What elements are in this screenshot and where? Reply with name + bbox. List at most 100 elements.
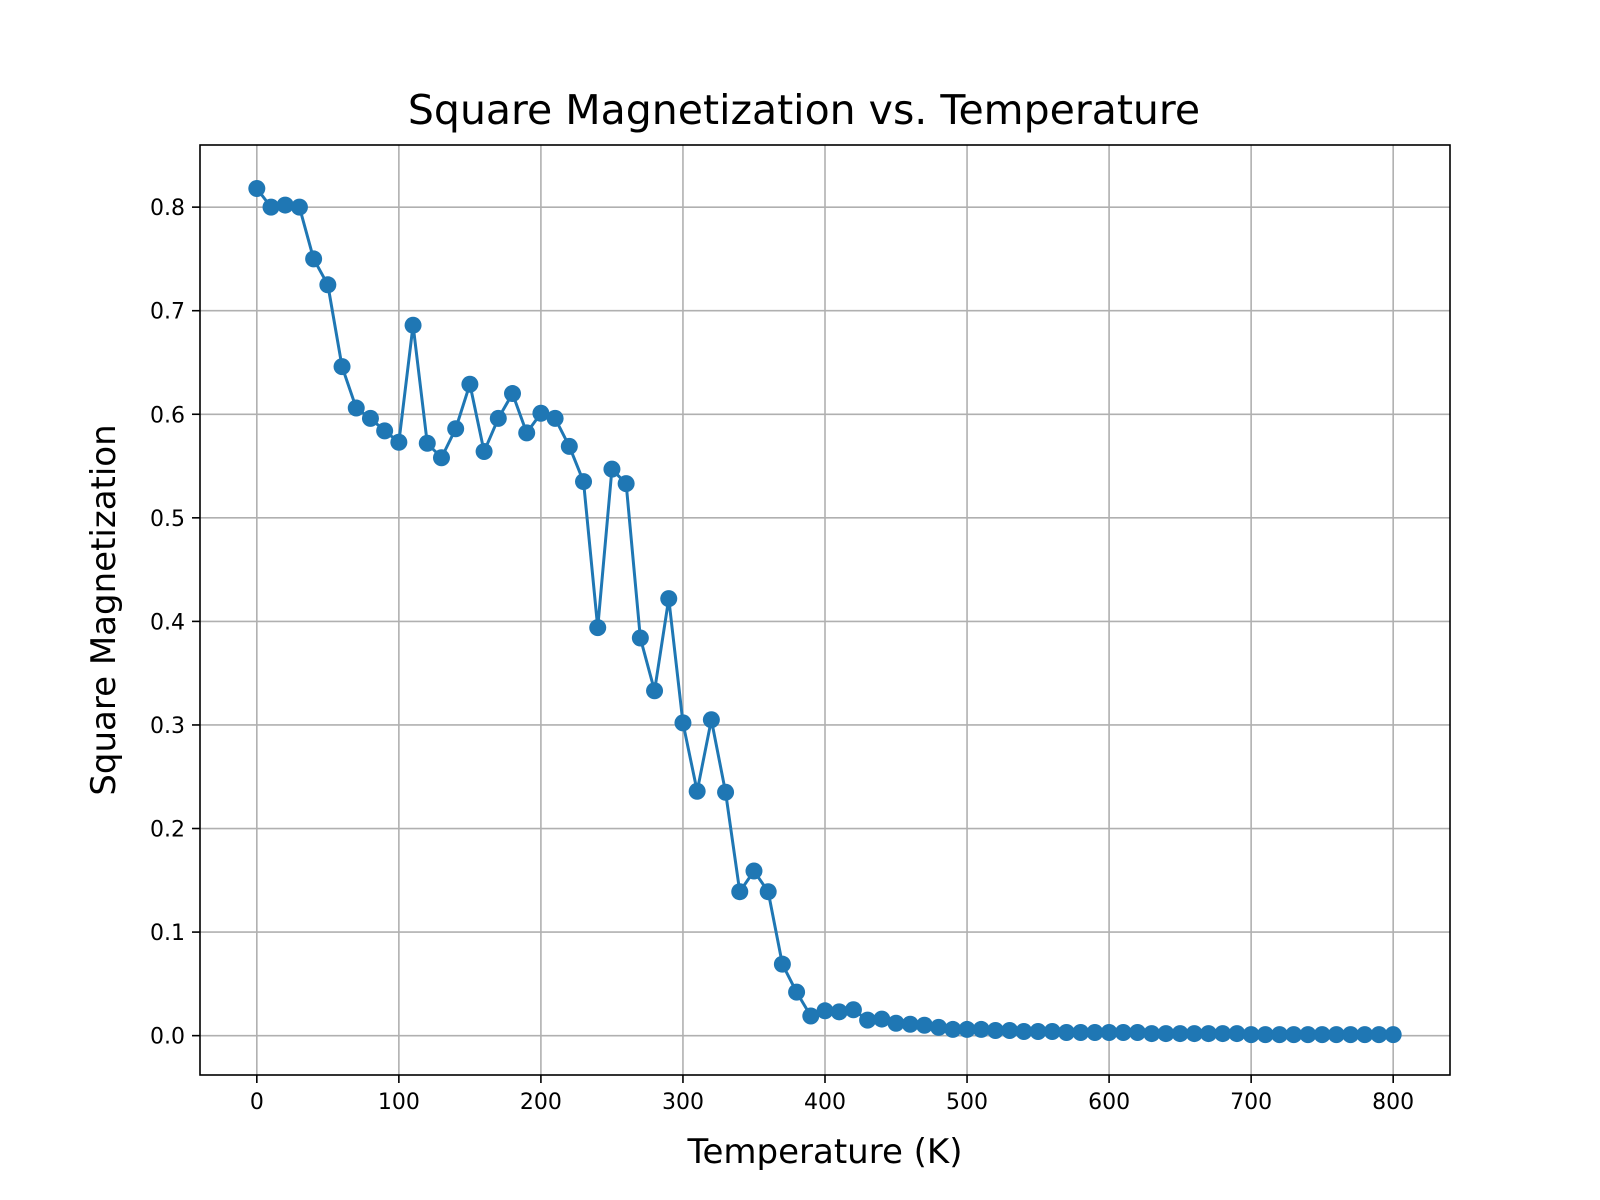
data-point — [802, 1007, 820, 1025]
data-point — [532, 404, 550, 422]
x-tick-label: 100 — [378, 1090, 420, 1115]
data-point — [1072, 1024, 1090, 1042]
data-point — [972, 1020, 990, 1038]
y-tick-label: 0.0 — [150, 1025, 185, 1050]
data-point — [1299, 1026, 1317, 1044]
data-point — [759, 883, 777, 901]
data-point — [276, 196, 294, 214]
data-point — [1143, 1025, 1161, 1043]
data-point — [290, 198, 308, 216]
data-point — [418, 434, 436, 452]
data-point — [305, 250, 323, 268]
plot-frame — [199, 144, 1451, 1076]
data-point — [1228, 1025, 1246, 1043]
data-point — [560, 437, 578, 455]
data-point — [475, 443, 493, 461]
data-point — [986, 1021, 1004, 1039]
data-point — [830, 1003, 848, 1021]
x-tick-label: 300 — [662, 1090, 704, 1115]
y-tick-label: 0.5 — [150, 507, 185, 532]
data-point — [1327, 1026, 1345, 1044]
x-axis-label: Temperature (K) — [686, 1132, 962, 1172]
data-point — [674, 714, 692, 732]
data-point — [1086, 1024, 1104, 1042]
data-point — [1129, 1024, 1146, 1042]
data-point — [504, 385, 521, 403]
data-point — [1370, 1026, 1388, 1044]
data-point — [1271, 1026, 1289, 1044]
data-point — [901, 1015, 919, 1033]
data-point — [930, 1018, 948, 1036]
data-point — [1185, 1025, 1203, 1043]
data-point — [646, 682, 664, 700]
data-point — [404, 316, 422, 334]
data-point — [617, 475, 635, 493]
data-point — [546, 409, 564, 427]
y-tick-label: 0.4 — [150, 610, 185, 635]
data-point — [915, 1016, 933, 1034]
chart-title: Square Magnetization vs. Temperature — [408, 86, 1200, 134]
data-point — [1029, 1023, 1047, 1041]
data-point — [1114, 1024, 1132, 1042]
data-point — [461, 375, 479, 393]
data-point — [248, 179, 266, 197]
x-tick-label: 600 — [1088, 1090, 1130, 1115]
data-point — [489, 409, 507, 427]
data-point — [575, 473, 593, 491]
x-tick-label: 200 — [520, 1090, 562, 1115]
data-point — [717, 783, 735, 801]
data-point — [1313, 1026, 1331, 1044]
data-point — [1157, 1025, 1175, 1043]
data-point — [390, 433, 408, 451]
data-point — [1256, 1026, 1274, 1044]
data-point — [788, 983, 806, 1001]
data-point — [859, 1011, 877, 1029]
data-point — [1342, 1026, 1360, 1044]
data-point — [1043, 1023, 1061, 1041]
data-series — [248, 179, 1402, 1044]
data-point — [518, 424, 536, 442]
data-point — [1100, 1024, 1118, 1042]
data-point — [958, 1020, 976, 1038]
data-point — [1001, 1021, 1019, 1039]
y-tick-label: 0.1 — [150, 921, 185, 946]
data-point — [873, 1010, 891, 1028]
data-point — [319, 276, 337, 294]
data-point — [361, 409, 379, 427]
y-tick-label: 0.7 — [150, 300, 185, 325]
y-tick-label: 0.6 — [150, 403, 185, 428]
data-point — [631, 629, 649, 647]
data-point — [944, 1020, 962, 1038]
data-point — [1200, 1025, 1218, 1043]
data-point — [660, 590, 678, 608]
data-point — [731, 883, 749, 901]
data-point — [1214, 1025, 1232, 1043]
x-tick-label: 700 — [1230, 1090, 1272, 1115]
data-point — [262, 198, 280, 216]
data-point — [1285, 1026, 1303, 1044]
y-tick-label: 0.8 — [150, 196, 185, 221]
data-point — [447, 420, 465, 438]
y-axis-label: Square Magnetization — [84, 424, 124, 795]
data-point — [1057, 1024, 1075, 1042]
data-point — [347, 399, 365, 417]
y-tick-label: 0.2 — [150, 818, 185, 843]
data-point — [1242, 1026, 1260, 1044]
data-point — [589, 619, 607, 637]
x-tick-label: 500 — [946, 1090, 988, 1115]
data-point — [432, 449, 450, 467]
data-point — [887, 1014, 905, 1032]
x-tick-label: 400 — [804, 1090, 846, 1115]
data-point — [603, 460, 621, 478]
x-tick-label: 800 — [1372, 1090, 1414, 1115]
x-tick-label: 0 — [250, 1090, 264, 1115]
data-point — [1356, 1026, 1374, 1044]
data-point — [844, 1001, 862, 1019]
data-point — [1171, 1025, 1189, 1043]
grid — [200, 145, 1450, 1075]
data-point — [688, 782, 706, 800]
ticks: 0 100 200 300 400 500 600 700 800 0.0 0.1 0.2 0.3 0.4… — [150, 196, 1414, 1115]
data-point — [376, 422, 394, 440]
